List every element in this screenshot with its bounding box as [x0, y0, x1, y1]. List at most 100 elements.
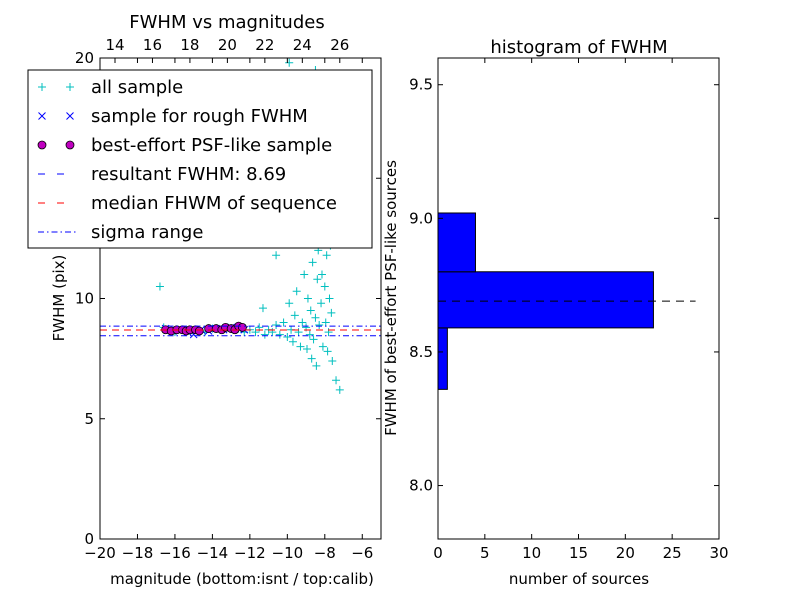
scatter-point: [258, 304, 267, 313]
histogram-xtick-label: 15: [569, 544, 588, 562]
scatter-top-xtick-label: 22: [255, 36, 274, 54]
scatter-point: [155, 282, 164, 291]
scatter-point: [317, 299, 326, 308]
scatter-xtick-label: −6: [351, 544, 373, 562]
scatter-point: [298, 318, 307, 327]
scatter-legend: all sample sample for rough FWHM best-effo…: [27, 69, 373, 249]
legend-label: all sample: [91, 77, 183, 98]
histogram-ylabel: FWHM of best-effort PSF-like sources: [382, 160, 400, 436]
histogram-ytick-label: 9.5: [409, 76, 433, 94]
legend-label: sample for rough FWHM: [91, 106, 308, 127]
histogram-ytick-label: 8.0: [409, 477, 433, 495]
scatter-point: [300, 270, 309, 279]
scatter-xtick-label: −10: [272, 544, 304, 562]
histogram-ytick-label: 8.5: [409, 343, 433, 361]
scatter-ytick-label: 5: [84, 410, 94, 428]
legend-label: median FHWM of sequence: [91, 193, 337, 214]
legend-marker: [37, 140, 47, 150]
histogram-xlabel: number of sources: [509, 570, 649, 588]
scatter-top-xtick-label: 20: [218, 36, 237, 54]
reference-lines: [100, 325, 381, 337]
scatter-xtick-label: −16: [159, 544, 191, 562]
histogram-xtick-label: 0: [433, 544, 443, 562]
scatter-point: [332, 376, 341, 385]
scatter-panel: −20 −18 −16 −14 −12 −10 −8 −6 14 16 18 20 22 24 26 0 5 10…: [27, 12, 382, 588]
scatter-ticks: −20 −18 −16 −14 −12 −10 −8 −6 14 16 18 20 22 24 26 0 5 10…: [75, 36, 381, 562]
histogram-xtick-label: 30: [709, 544, 728, 562]
scatter-point: [296, 342, 305, 351]
scatter-point: [294, 328, 303, 337]
scatter-xtick-label: −12: [234, 544, 266, 562]
histogram-panel: 0 5 10 15 20 25 30 8.0 8.5 9.0 9.5 histogram of FW…: [382, 37, 729, 588]
scatter-top-xtick-label: 24: [293, 36, 312, 54]
scatter-point: [308, 258, 317, 267]
scatter-point: [309, 335, 318, 344]
scatter-point: [312, 361, 321, 370]
scatter-title: FWHM vs magnitudes: [129, 12, 324, 33]
scatter-xtick-label: −8: [314, 544, 336, 562]
scatter-point: [318, 342, 327, 351]
scatter-point: [272, 251, 281, 260]
scatter-xlabel: magnitude (bottom:isnt / top:calib): [110, 570, 374, 588]
scatter-top-xtick-label: 26: [330, 36, 349, 54]
scatter-point: [325, 294, 334, 303]
scatter-point: [272, 320, 281, 329]
legend-marker: [65, 140, 75, 150]
scatter-point: [317, 270, 326, 279]
histogram-bars: [437, 212, 654, 390]
scatter-ylabel: FWHM (pix): [50, 255, 68, 342]
scatter-point: [292, 287, 301, 296]
scatter-point: [311, 313, 320, 322]
scatter-top-xtick-label: 14: [105, 36, 124, 54]
scatter-top-xtick-label: 18: [180, 36, 199, 54]
histogram-xtick-label: 20: [616, 544, 635, 562]
scatter-point: [320, 282, 329, 291]
histogram-ytick-label: 9.0: [409, 209, 433, 227]
scatter-point: [313, 275, 322, 284]
legend-box: [27, 69, 373, 249]
scatter-point: [237, 322, 247, 332]
legend-marker: [38, 83, 46, 91]
scatter-xtick-label: −14: [197, 544, 229, 562]
scatter-point: [335, 385, 344, 394]
scatter-point: [305, 330, 314, 339]
scatter-point: [260, 330, 269, 339]
scatter-ytick-label: 20: [75, 49, 94, 67]
legend-label: resultant FWHM: 8.69: [91, 164, 286, 185]
histogram-xtick-label: 10: [522, 544, 541, 562]
scatter-point: [275, 330, 284, 339]
scatter-xtick-label: −18: [122, 544, 154, 562]
histogram-xtick-label: 25: [663, 544, 682, 562]
scatter-point: [251, 328, 260, 337]
scatter-point: [328, 357, 337, 366]
scatter-point: [321, 318, 330, 327]
scatter-point: [315, 320, 324, 329]
scatter-point: [323, 347, 332, 356]
histogram-xtick-label: 5: [480, 544, 490, 562]
histogram-bar: [437, 327, 448, 390]
scatter-ytick-label: 0: [84, 530, 94, 548]
scatter-point: [279, 318, 288, 327]
legend-marker: [66, 112, 74, 120]
legend-label: sigma range: [91, 222, 203, 243]
histogram-title: histogram of FWHM: [490, 37, 667, 58]
legend-marker: [66, 83, 74, 91]
histogram-ticks: 0 5 10 15 20 25 30 8.0 8.5 9.0 9.5: [409, 58, 729, 562]
scatter-ytick-label: 10: [75, 290, 94, 308]
histogram-bar: [437, 212, 476, 273]
scatter-point: [290, 311, 299, 320]
scatter-point: [322, 251, 331, 260]
legend-label: best-effort PSF-like sample: [91, 135, 332, 156]
scatter-point: [306, 306, 315, 315]
scatter-top-xtick-label: 16: [143, 36, 162, 54]
scatter-point: [303, 345, 312, 354]
scatter-point: [268, 328, 277, 337]
scatter-point: [194, 326, 204, 336]
scatter-point: [288, 337, 297, 346]
scatter-xtick-label: −20: [84, 544, 116, 562]
scatter-point: [285, 58, 294, 67]
scatter-point: [303, 294, 312, 303]
scatter-point: [324, 328, 333, 337]
legend-marker: [38, 112, 46, 120]
